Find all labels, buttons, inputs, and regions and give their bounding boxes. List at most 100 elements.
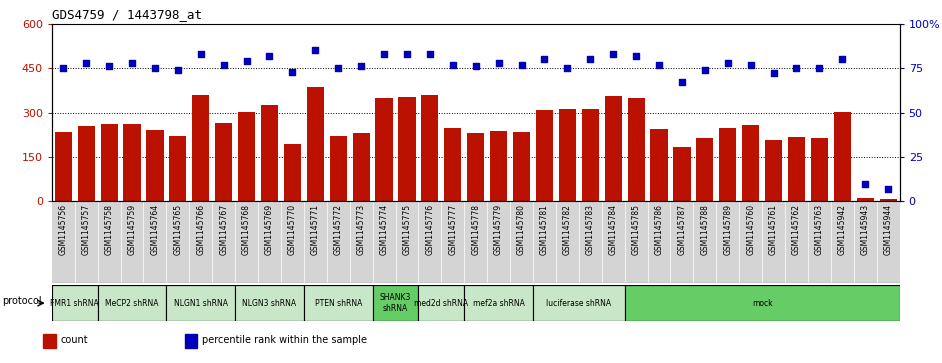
Bar xyxy=(146,130,164,201)
Point xyxy=(858,181,873,187)
Text: GSM1145764: GSM1145764 xyxy=(151,204,159,255)
Bar xyxy=(625,285,900,321)
Text: NLGN1 shRNA: NLGN1 shRNA xyxy=(173,299,228,307)
Bar xyxy=(582,109,599,201)
Bar xyxy=(398,97,415,201)
Point xyxy=(124,60,139,66)
Point xyxy=(239,58,254,64)
Text: GSM1145756: GSM1145756 xyxy=(58,204,68,255)
Bar xyxy=(376,98,393,201)
Text: GSM1145759: GSM1145759 xyxy=(127,204,137,255)
Point xyxy=(721,60,736,66)
Point xyxy=(560,65,575,71)
Text: GSM1145777: GSM1145777 xyxy=(448,204,457,255)
Bar xyxy=(192,95,209,201)
Bar xyxy=(856,198,874,201)
Text: GSM1145770: GSM1145770 xyxy=(288,204,297,255)
Text: mef2a shRNA: mef2a shRNA xyxy=(473,299,525,307)
Bar xyxy=(352,133,369,201)
Text: GSM1145786: GSM1145786 xyxy=(655,204,663,255)
Bar xyxy=(788,137,805,201)
Text: GSM1145783: GSM1145783 xyxy=(586,204,594,255)
Point xyxy=(674,79,690,85)
Text: GSM1145781: GSM1145781 xyxy=(540,204,549,255)
Bar xyxy=(559,109,576,201)
Bar xyxy=(742,125,759,201)
Bar xyxy=(261,105,278,201)
Bar xyxy=(719,128,737,201)
Point xyxy=(835,56,850,62)
Point xyxy=(881,186,896,192)
Bar xyxy=(304,285,373,321)
Text: GSM1145768: GSM1145768 xyxy=(242,204,252,255)
Point xyxy=(78,60,93,66)
Point xyxy=(193,51,208,57)
Text: GSM1145761: GSM1145761 xyxy=(769,204,778,255)
Text: GSM1145766: GSM1145766 xyxy=(196,204,205,255)
Text: GDS4759 / 1443798_at: GDS4759 / 1443798_at xyxy=(52,8,202,21)
Point xyxy=(216,62,231,68)
Bar xyxy=(513,132,530,201)
Bar xyxy=(307,87,324,201)
Text: GSM1145782: GSM1145782 xyxy=(563,204,572,255)
Text: GSM1145779: GSM1145779 xyxy=(495,204,503,255)
Text: MeCP2 shRNA: MeCP2 shRNA xyxy=(106,299,159,307)
Point xyxy=(652,62,667,68)
Text: GSM1145787: GSM1145787 xyxy=(677,204,687,255)
Point xyxy=(583,56,598,62)
Bar xyxy=(238,112,255,201)
Bar xyxy=(98,285,167,321)
Text: FMR1 shRNA: FMR1 shRNA xyxy=(50,299,99,307)
Text: GSM1145762: GSM1145762 xyxy=(792,204,801,255)
Point xyxy=(56,65,71,71)
Point xyxy=(606,51,621,57)
Bar xyxy=(834,112,851,201)
Bar xyxy=(605,96,622,201)
Text: GSM1145784: GSM1145784 xyxy=(609,204,618,255)
Point xyxy=(446,62,461,68)
Bar xyxy=(421,95,438,201)
Text: SHANK3
shRNA: SHANK3 shRNA xyxy=(380,293,412,313)
Text: protocol: protocol xyxy=(3,296,42,306)
Text: GSM1145767: GSM1145767 xyxy=(219,204,228,255)
Point xyxy=(399,51,414,57)
Bar xyxy=(170,136,187,201)
Bar xyxy=(52,285,98,321)
Point xyxy=(468,64,483,69)
Text: percentile rank within the sample: percentile rank within the sample xyxy=(202,335,366,346)
Bar xyxy=(650,129,668,201)
Text: GSM1145758: GSM1145758 xyxy=(105,204,114,255)
Bar xyxy=(467,133,484,201)
Text: GSM1145942: GSM1145942 xyxy=(837,204,847,255)
Point xyxy=(537,56,552,62)
Text: mock: mock xyxy=(752,299,772,307)
Bar xyxy=(185,334,197,348)
Bar xyxy=(627,98,644,201)
Point xyxy=(308,47,323,53)
Bar xyxy=(215,123,233,201)
Bar xyxy=(123,125,140,201)
Text: GSM1145774: GSM1145774 xyxy=(380,204,388,255)
Bar xyxy=(533,285,625,321)
Text: luciferase shRNA: luciferase shRNA xyxy=(546,299,611,307)
Point xyxy=(171,67,186,73)
Text: GSM1145775: GSM1145775 xyxy=(402,204,412,255)
Text: GSM1145788: GSM1145788 xyxy=(700,204,709,255)
Point xyxy=(331,65,346,71)
Text: GSM1145776: GSM1145776 xyxy=(426,204,434,255)
Text: GSM1145772: GSM1145772 xyxy=(333,204,343,255)
Point xyxy=(789,65,804,71)
Point xyxy=(377,51,392,57)
Bar xyxy=(445,128,462,201)
Text: count: count xyxy=(60,335,88,346)
Bar xyxy=(696,138,713,201)
Text: GSM1145789: GSM1145789 xyxy=(723,204,732,255)
Point xyxy=(743,62,758,68)
Text: med2d shRNA: med2d shRNA xyxy=(414,299,468,307)
Bar xyxy=(43,334,56,348)
Point xyxy=(353,64,368,69)
Bar xyxy=(167,285,236,321)
Bar xyxy=(536,110,553,201)
Text: PTEN shRNA: PTEN shRNA xyxy=(315,299,362,307)
Text: GSM1145778: GSM1145778 xyxy=(471,204,480,255)
